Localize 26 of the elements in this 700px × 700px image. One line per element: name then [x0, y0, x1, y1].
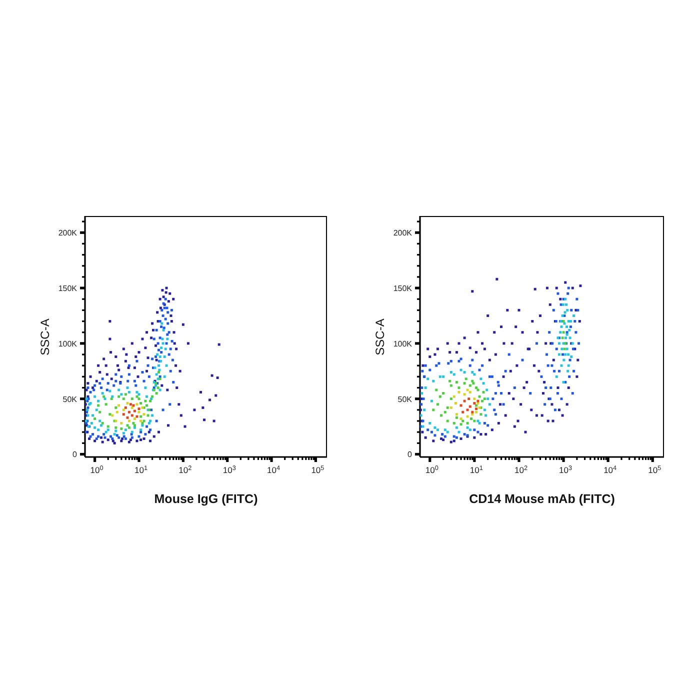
x-axis-title: Mouse IgG (FITC)	[154, 492, 258, 507]
x-tick-label: 10$^{0}$	[90, 464, 104, 475]
y-tick-label: 100K	[58, 339, 78, 348]
y-tick-label: 150K	[393, 284, 413, 294]
y-tick-label: 50K	[62, 394, 78, 404]
x-tick-label: 10$^{5}$	[311, 464, 325, 475]
x-tick-label: 10$^{0}$	[425, 464, 439, 475]
x-tick-label: 10$^{2}$	[514, 464, 528, 475]
y-tick-label: 0	[72, 450, 78, 460]
x-tick-label: 10$^{4}$	[604, 464, 618, 475]
x-tick-label: 10$^{2}$	[178, 464, 192, 475]
y-axis-title: SSC-A	[38, 318, 52, 355]
y-tick-label: 200K	[58, 228, 78, 238]
y-tick-label: 0	[408, 450, 413, 460]
x-tick-label: 10$^{4}$	[267, 464, 280, 475]
x-axis-title: CD14 Mouse mAb (FITC)	[469, 492, 615, 507]
y-tick-label: 100K	[393, 339, 413, 348]
y-tick-label: 50K	[398, 394, 413, 404]
x-tick-label: 10$^{5}$	[648, 464, 662, 475]
y-tick-label: 200K	[393, 228, 413, 238]
x-tick-label: 10$^{3}$	[222, 464, 236, 475]
y-tick-label: 150K	[58, 284, 78, 294]
x-tick-label: 10$^{1}$	[134, 464, 148, 475]
x-tick-label: 10$^{1}$	[470, 464, 484, 475]
y-axis-title: SSC-A	[373, 318, 387, 355]
x-tick-label: 10$^{3}$	[559, 464, 572, 475]
